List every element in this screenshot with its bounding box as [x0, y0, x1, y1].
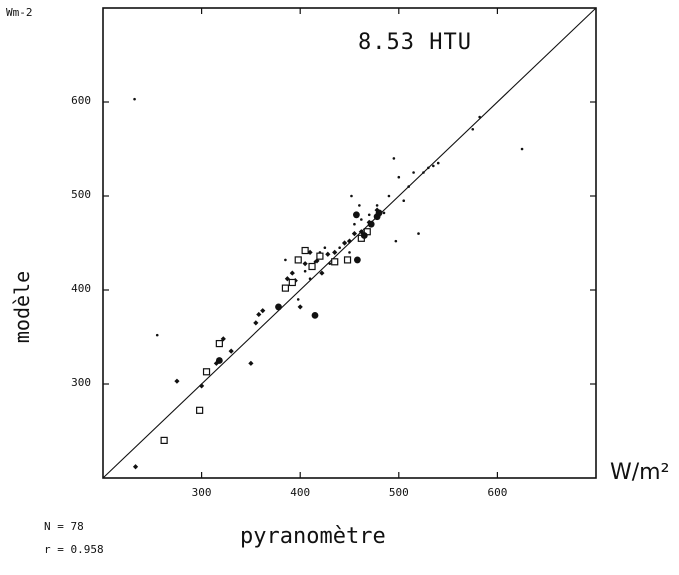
- data-point-large: [353, 256, 361, 264]
- data-point-dot: [417, 232, 420, 235]
- data-point-diamond: [374, 207, 380, 213]
- data-point-diamond: [253, 320, 259, 326]
- data-point-diamond: [358, 229, 364, 235]
- data-point-diamond: [307, 249, 313, 255]
- data-point-dot: [350, 194, 353, 198]
- axis-ticks: [103, 8, 596, 478]
- data-point-large: [275, 303, 282, 311]
- data-point-dot: [471, 127, 475, 131]
- data-point-large: [311, 311, 319, 319]
- data-point-dot: [360, 218, 363, 221]
- data-point-dot: [308, 277, 312, 281]
- data-point-diamond: [346, 238, 353, 244]
- data-point-dot: [397, 175, 401, 179]
- data-point-diamond: [260, 308, 266, 314]
- data-point-dot: [478, 115, 481, 119]
- data-point-square: [301, 246, 309, 255]
- data-point-large: [215, 357, 223, 364]
- data-point-square: [316, 252, 324, 260]
- data-point-diamond: [319, 270, 325, 276]
- data-point-dot: [387, 194, 391, 198]
- data-point-dot: [323, 246, 327, 249]
- chart-annotation: 8.53 HTU: [358, 30, 472, 55]
- data-point-square: [294, 256, 302, 264]
- data-point-diamond: [228, 348, 234, 354]
- x-unit-label: W/m²: [610, 460, 670, 485]
- data-point-diamond: [332, 249, 338, 255]
- y-tick-label: 500: [71, 188, 91, 201]
- data-point-dot: [520, 147, 524, 151]
- data-point-large: [360, 232, 368, 239]
- data-point-square: [215, 339, 223, 348]
- data-point-dot: [427, 166, 430, 170]
- data-point-dot: [382, 211, 386, 215]
- stat-r: r = 0.958: [44, 543, 104, 556]
- data-point-diamond: [199, 383, 205, 389]
- data-point-diamond: [325, 251, 331, 257]
- data-point-dot: [392, 157, 396, 160]
- data-point-dot: [375, 204, 379, 207]
- data-point-square: [288, 278, 296, 287]
- data-point-dot: [412, 171, 415, 174]
- data-point-dot: [353, 222, 356, 226]
- data-point-square: [202, 368, 211, 376]
- data-point-diamond: [174, 378, 180, 384]
- y-tick-label: 600: [71, 94, 91, 107]
- data-point-diamond: [284, 276, 290, 282]
- x-tick-label: 400: [290, 486, 311, 499]
- data-point-square: [160, 436, 168, 444]
- data-point-dot: [432, 164, 435, 168]
- x-tick-label: 600: [487, 486, 508, 499]
- data-point-diamond: [341, 240, 348, 246]
- data-point-dot: [394, 239, 398, 243]
- plot-border: [102, 7, 597, 479]
- y-tick-label: 300: [71, 376, 91, 389]
- data-points: [132, 97, 524, 470]
- data-point-dot: [358, 204, 361, 207]
- data-point-square: [343, 256, 352, 264]
- data-point-dot: [155, 333, 159, 337]
- y-unit-label: Wm-2: [6, 6, 33, 19]
- x-axis-label: pyranomètre: [240, 524, 386, 549]
- data-point-large: [353, 211, 360, 219]
- data-point-dot: [133, 97, 136, 101]
- data-point-dot: [284, 258, 287, 262]
- plot-frame: [102, 7, 597, 479]
- data-point-diamond: [297, 304, 303, 310]
- x-tick-label: 300: [191, 486, 212, 499]
- data-point-diamond: [302, 261, 308, 267]
- data-point-dot: [328, 262, 332, 265]
- data-point-square: [281, 284, 290, 292]
- data-point-diamond: [132, 464, 139, 470]
- data-point-dot: [407, 185, 410, 188]
- data-point-diamond: [351, 231, 358, 237]
- data-point-square: [331, 258, 339, 266]
- data-point-dot: [402, 199, 406, 202]
- data-point-dot: [422, 171, 425, 174]
- data-point-dot: [348, 251, 351, 254]
- y-axis-label: modèle: [10, 270, 35, 344]
- data-point-dot: [296, 298, 300, 301]
- data-point-diamond: [256, 311, 262, 318]
- stat-n: N = 78: [44, 520, 84, 533]
- y-tick-label: 400: [71, 282, 91, 295]
- data-point-diamond: [248, 360, 254, 366]
- data-point-diamond: [314, 258, 320, 264]
- data-point-dot: [367, 213, 371, 217]
- x-tick-label: 500: [388, 486, 409, 499]
- data-point-dot: [436, 161, 440, 165]
- data-point-large: [375, 209, 383, 217]
- data-point-square: [196, 406, 204, 414]
- data-point-diamond: [289, 270, 295, 276]
- data-point-dot: [303, 269, 307, 273]
- data-point-square: [308, 262, 316, 271]
- data-point-large: [367, 220, 375, 228]
- data-point-dot: [338, 246, 341, 249]
